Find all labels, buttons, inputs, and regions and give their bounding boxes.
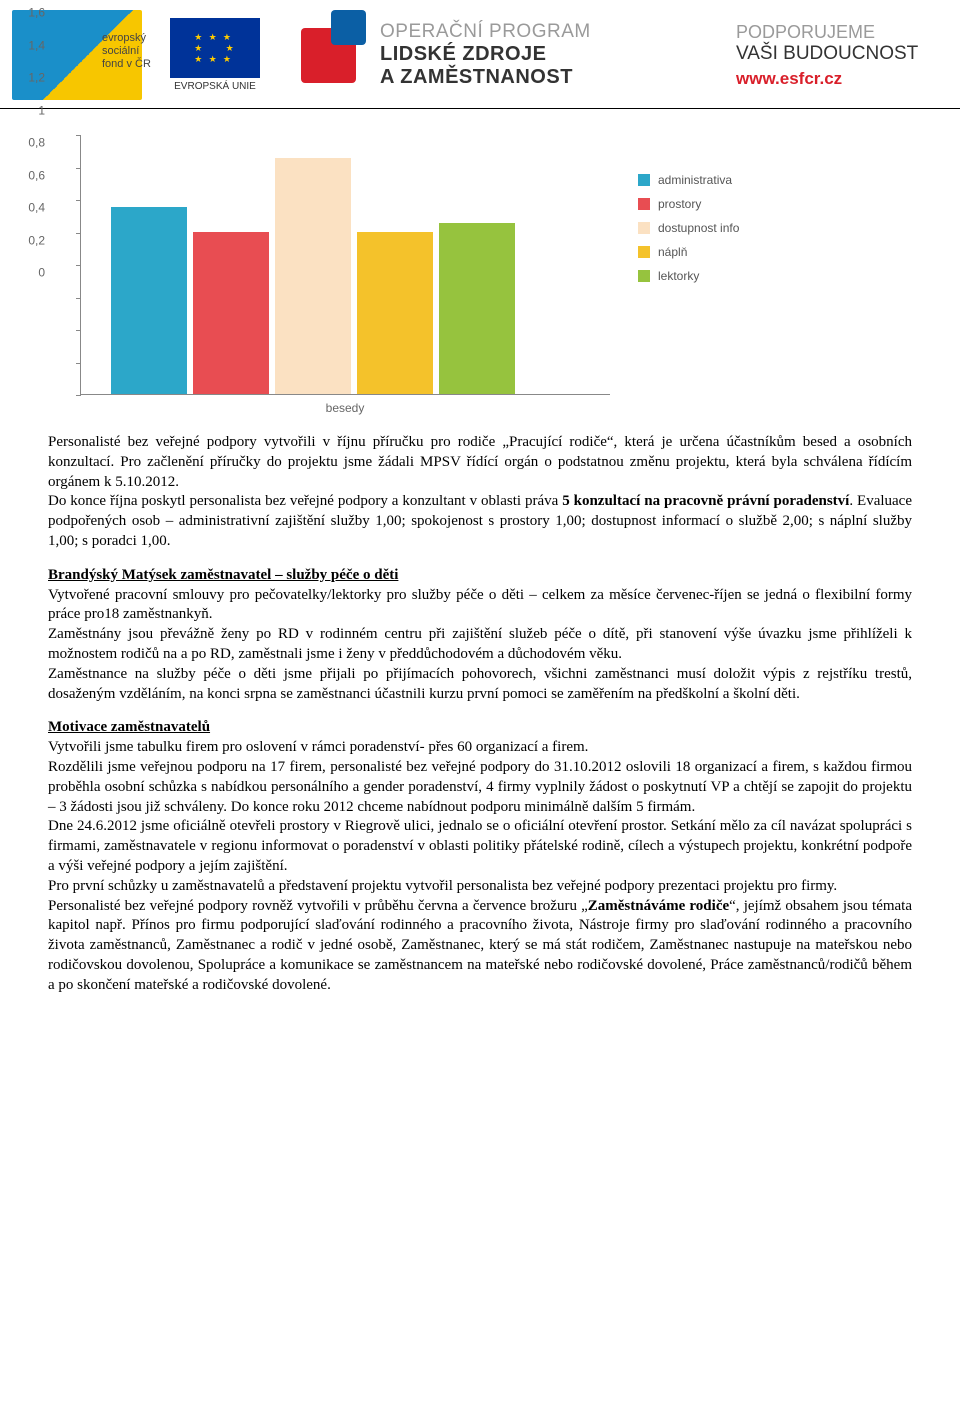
section-services-title: Brandýský Matýsek zaměstnavatel – služby… [48,566,912,586]
banner-divider [0,108,960,109]
chart-x-label: besedy [80,401,610,415]
chart-bar [439,223,515,394]
program-line-1: OPERAČNÍ PROGRAM [380,21,720,43]
esf-line-1: evropský [102,32,146,44]
esf-logo-caption: evropský sociální fond v ČR [102,32,172,72]
paragraph-2: Do konce října poskytl personalista bez … [48,492,912,551]
eu-label: EVROPSKÁ UNIE [174,81,256,92]
eu-flag-icon: ★ ★ ★★ ★★ ★ ★ [170,18,260,78]
esf-line-2: sociální [102,45,139,57]
page-content: 00,20,40,60,811,21,41,6 besedy administr… [0,135,960,1050]
legend-item: lektorky [638,269,739,283]
funding-banner: evropský sociální fond v ČR ★ ★ ★★ ★★ ★ … [0,0,960,106]
chart-bars [81,158,515,394]
puzzle-logo [288,10,368,100]
legend-label: lektorky [658,269,699,283]
chart-bar [357,232,433,395]
ratings-chart: 00,20,40,60,811,21,41,6 besedy administr… [48,135,912,415]
legend-swatch [638,246,650,258]
section-motivation-p2: Rozdělili jsme veřejnou podporu na 17 fi… [48,758,912,817]
legend-swatch [638,174,650,186]
puzzle-icon [301,28,356,83]
section-motivation-p4: Pro první schůzky u zaměstnavatelů a pře… [48,877,912,897]
section-services-p3: Zaměstnance na služby péče o děti jsme p… [48,665,912,705]
chart-bar [193,232,269,395]
chart-bar [275,158,351,394]
chart-plot-area: 00,20,40,60,811,21,41,6 [80,135,610,395]
esf-line-3: fond v ČR [102,58,151,70]
paragraph-1: Personalisté bez veřejné podpory vytvoři… [48,433,912,492]
chart-bar [111,207,187,394]
legend-swatch [638,270,650,282]
support-line-2: VAŠI BUDOUCNOST [736,43,948,65]
chart-legend: administrativa prostory dostupnost info náp… [638,173,739,293]
legend-item: náplň [638,245,739,259]
legend-label: dostupnost info [658,221,739,235]
section-motivation-p3: Dne 24.6.2012 jsme oficiálně otevřeli pr… [48,817,912,876]
support-url: www.esfcr.cz [736,69,948,89]
legend-item: prostory [638,197,739,211]
program-line-2b: A ZAMĚSTNANOST [380,66,720,89]
section-motivation: Motivace zaměstnavatelů Vytvořili jsme t… [48,718,912,995]
legend-item: administrativa [638,173,739,187]
support-line-1: PODPORUJEME [736,22,948,43]
legend-label: administrativa [658,173,732,187]
section-motivation-p5: Personalisté bez veřejné podpory rovněž … [48,897,912,996]
legend-swatch [638,222,650,234]
legend-label: náplň [658,245,687,259]
section-motivation-title: Motivace zaměstnavatelů [48,718,912,738]
support-block: PODPORUJEME VAŠI BUDOUCNOST www.esfcr.cz [728,22,948,89]
legend-swatch [638,198,650,210]
chart-y-tick: 1,6 [28,6,45,265]
section-motivation-p1: Vytvořili jsme tabulku firem pro osloven… [48,738,912,758]
section-services-p1: Vytvořené pracovní smlouvy pro pečovatel… [48,586,912,626]
paragraph-block-1: Personalisté bez veřejné podpory vytvoři… [48,433,912,552]
section-services: Brandýský Matýsek zaměstnavatel – služby… [48,566,912,705]
legend-label: prostory [658,197,701,211]
program-title-block: OPERAČNÍ PROGRAM LIDSKÉ ZDROJE A ZAMĚSTN… [376,21,720,89]
section-services-p2: Zaměstnány jsou převážně ženy po RD v ro… [48,625,912,665]
program-line-2a: LIDSKÉ ZDROJE [380,43,720,66]
legend-item: dostupnost info [638,221,739,235]
eu-logo: ★ ★ ★★ ★★ ★ ★ EVROPSKÁ UNIE [150,10,280,100]
